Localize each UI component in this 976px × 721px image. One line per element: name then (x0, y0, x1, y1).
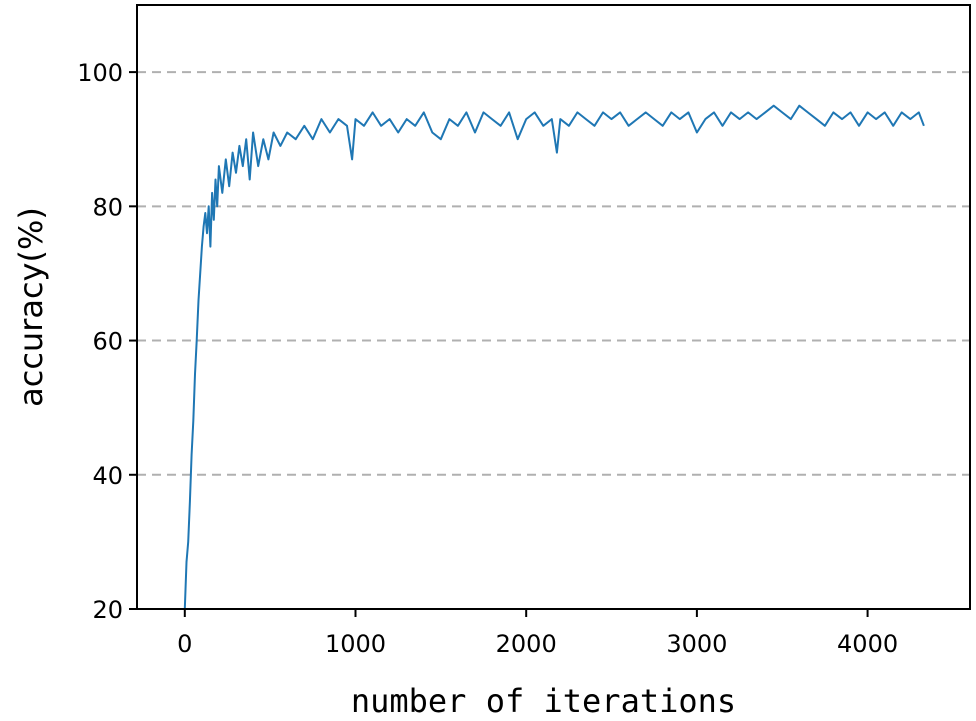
y-axis-title: accuracy(%) (12, 207, 50, 407)
y-tick-label: 60 (92, 328, 123, 356)
y-tick-label: 20 (92, 596, 123, 624)
x-tick-label: 1000 (325, 630, 386, 658)
plot-frame (136, 4, 971, 610)
y-tick-label: 80 (92, 193, 123, 221)
accuracy-line (183, 104, 925, 610)
x-axis-title: number of iterations (351, 682, 736, 720)
gridlines (137, 71, 970, 610)
x-tick-label: 3000 (666, 630, 727, 658)
y-tick-label: 40 (92, 462, 123, 490)
x-tick-label: 4000 (837, 630, 898, 658)
x-tick-label: 0 (177, 630, 192, 658)
x-axis: 0 1000 2000 3000 4000 (177, 609, 898, 658)
y-axis: 20 40 60 80 100 (77, 59, 137, 624)
x-tick-label: 2000 (496, 630, 557, 658)
y-tick-label: 100 (77, 59, 123, 87)
